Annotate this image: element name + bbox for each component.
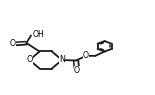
- Text: OH: OH: [32, 30, 44, 39]
- Text: O: O: [26, 55, 33, 65]
- Text: N: N: [59, 55, 65, 65]
- Text: O: O: [83, 51, 89, 60]
- Text: O: O: [74, 66, 80, 75]
- Text: O: O: [10, 39, 16, 48]
